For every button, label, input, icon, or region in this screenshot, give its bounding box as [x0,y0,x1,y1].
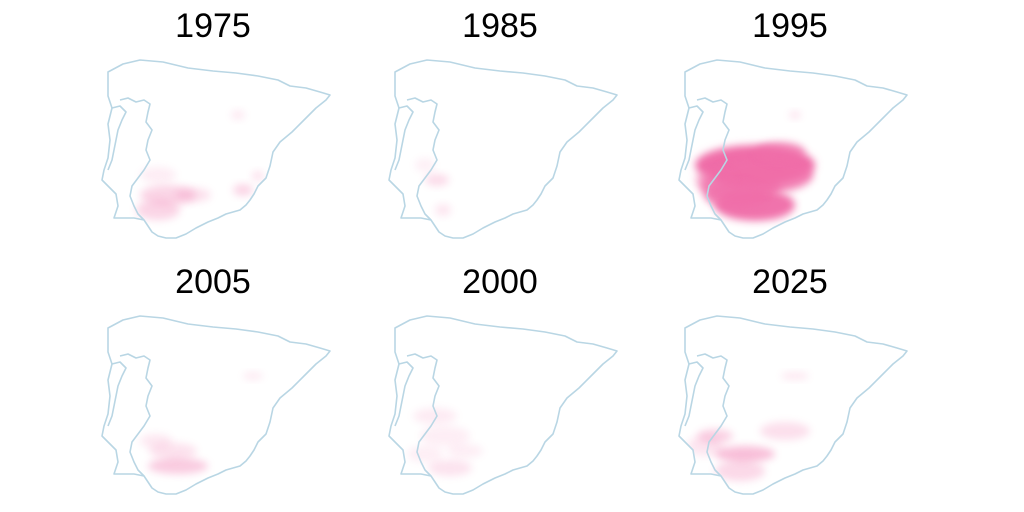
heat-blob [695,168,735,192]
heat-blob [760,422,810,440]
border-line [394,105,414,171]
border-line [696,353,730,477]
peninsula-outline [678,59,908,239]
panel-title: 1985 [462,7,538,45]
peninsula-outline [101,315,331,495]
heat-blob [715,461,765,481]
peninsula-outline [388,59,618,239]
peninsula-outline [101,59,331,239]
heat-blob [755,142,805,162]
heat-blob [697,429,733,443]
heat-layer [136,110,264,220]
heat-blob [715,446,775,462]
panel-title: 2025 [752,263,828,301]
heat-blob [425,174,449,186]
country-outlines [678,59,908,239]
map-panel-2: 1985 [355,0,645,256]
panel-title: 2005 [175,263,251,301]
border-line [394,361,414,427]
peninsula-outline [678,315,908,495]
country-outlines [388,315,618,495]
heat-layer [687,372,810,481]
border-line [684,105,704,171]
heat-blob [231,110,245,120]
iberia-map [388,59,618,239]
heat-layer [140,372,263,474]
country-outlines [678,315,908,495]
iberia-map [678,315,908,495]
map-panel-6: 2025 [645,256,935,512]
border-line [107,361,127,427]
heat-blob [420,426,470,446]
map-panel-4: 2005 [68,256,358,512]
heat-blob [148,458,208,474]
heat-blob [435,204,451,216]
border-line [696,97,730,221]
heat-blob [149,443,197,459]
heat-blob [233,184,253,196]
heat-layer [407,408,483,476]
country-outlines [388,59,618,239]
panel-title: 1995 [752,7,828,45]
border-line [107,105,127,171]
heat-blob [447,444,483,458]
map-panel-3: 1995 [645,0,935,256]
heat-layer [695,111,815,221]
heat-blob [789,111,801,119]
heat-blob [428,460,472,476]
border-line [406,97,440,221]
heat-layer [415,158,451,216]
iberia-map [678,59,908,239]
panel-title: 2000 [462,263,538,301]
map-panel-5: 2000 [355,256,645,512]
iberia-map [388,315,618,495]
border-line [119,97,153,221]
heat-blob [243,372,263,380]
heat-blob [252,171,264,181]
iberia-map [101,59,331,239]
heat-blob [407,446,443,462]
heat-blob [415,158,435,172]
heat-blob [175,188,211,202]
border-line [119,353,153,477]
border-line [684,361,704,427]
map-panel-1: 1975 [68,0,358,256]
iberia-map [101,315,331,495]
peninsula-outline [388,315,618,495]
heat-blob [413,408,457,424]
panel-title: 1975 [175,7,251,45]
heat-blob [140,167,176,183]
country-outlines [101,315,331,495]
heat-blob [136,200,180,220]
heat-blob [781,372,809,380]
border-line [406,353,440,477]
country-outlines [101,59,331,239]
